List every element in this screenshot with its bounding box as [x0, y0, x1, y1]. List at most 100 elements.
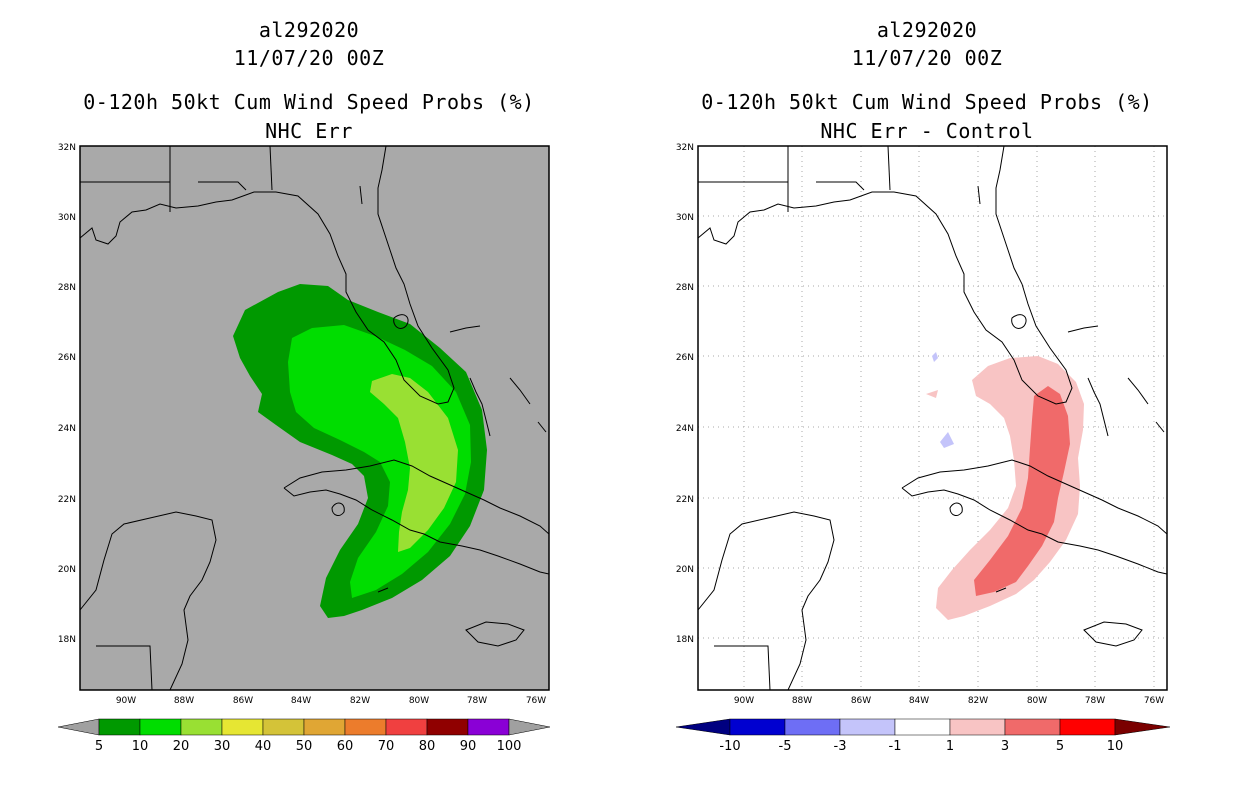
colorbar-swatch [344, 718, 387, 736]
product-title: 0-120h 50kt Cum Wind Speed Probs (%) [701, 90, 1153, 114]
colorbar-low-arrow [57, 718, 100, 736]
lon-label: 78W [467, 696, 487, 706]
diff-contour-pos-small [926, 390, 938, 398]
prob-contour-20 [370, 374, 458, 552]
lat-label: 32N [58, 143, 76, 153]
lat-label: 24N [676, 424, 694, 434]
map-frame [79, 145, 550, 691]
lat-label: 20N [676, 565, 694, 575]
colorbar-label: 40 [255, 739, 272, 754]
left-map-svg: 32N 30N 28N 26N 24N 22N 20N 18N 90W 88W … [57, 143, 551, 754]
lat-label: 30N [676, 213, 694, 223]
colorbar-label: -5 [779, 739, 792, 754]
lon-label: 84W [291, 696, 311, 706]
product-subtitle: NHC Err - Control [820, 119, 1034, 143]
colorbar-swatch [303, 718, 346, 736]
colorbar-label: 20 [173, 739, 190, 754]
lon-label: 76W [1144, 696, 1164, 706]
lon-label: 88W [792, 696, 812, 706]
right-map-svg: 32N 30N 28N 26N 24N 22N 20N 18N 90W 88W … [675, 143, 1171, 754]
colorbar-label: 3 [1001, 739, 1009, 754]
colorbar-label: 80 [419, 739, 436, 754]
lon-label: 82W [968, 696, 988, 706]
colorbar-high-arrow [1114, 718, 1171, 736]
diff-contour-neg-1 [940, 432, 954, 448]
colorbar-low-arrow [675, 718, 731, 736]
lat-label: 24N [58, 424, 76, 434]
colorbar-label: 5 [1056, 739, 1064, 754]
colorbar-swatch [221, 718, 264, 736]
lat-axis: 32N 30N 28N 26N 24N 22N 20N 18N [58, 143, 76, 645]
diff-contour-neg-2 [932, 352, 938, 362]
colorbar-swatch [467, 718, 510, 736]
lat-label: 18N [58, 635, 76, 645]
lat-label: 32N [676, 143, 694, 153]
lon-label: 86W [851, 696, 871, 706]
lon-axis: 90W 88W 86W 84W 82W 80W 78W 76W [734, 696, 1164, 706]
lon-label: 78W [1085, 696, 1105, 706]
lon-label: 90W [116, 696, 136, 706]
lat-label: 26N [58, 353, 76, 363]
colorbar-swatch [729, 718, 786, 736]
colorbar-label: 70 [378, 739, 395, 754]
lat-label: 30N [58, 213, 76, 223]
storm-id-title: al292020 [258, 18, 360, 42]
lat-label: 18N [676, 635, 694, 645]
colorbar-swatch [426, 718, 469, 736]
lat-axis: 32N 30N 28N 26N 24N 22N 20N 18N [676, 143, 694, 645]
colorbar-swatch [894, 718, 951, 736]
colorbar-swatch [98, 718, 141, 736]
lat-label: 28N [58, 283, 76, 293]
lat-label: 26N [676, 353, 694, 363]
colorbar-label: 30 [214, 739, 231, 754]
coastlines [80, 146, 549, 690]
colorbar-label: 10 [132, 739, 149, 754]
lon-label: 80W [1027, 696, 1047, 706]
lat-label: 22N [676, 495, 694, 505]
map-background [698, 146, 1167, 690]
lon-label: 84W [909, 696, 929, 706]
colorbar-swatch [1059, 718, 1116, 736]
colorbar-label: -3 [834, 739, 847, 754]
left-panel: al292020 11/07/20 00Z 0-120h 50kt Cum Wi… [57, 18, 551, 754]
lon-label: 82W [350, 696, 370, 706]
colorbar-label: 90 [460, 739, 477, 754]
colorbar-label: 5 [95, 739, 103, 754]
datetime-title: 11/07/20 00Z [233, 46, 385, 70]
colorbar-label: 50 [296, 739, 313, 754]
colorbar-swatch [180, 718, 223, 736]
colorbar-swatch [262, 718, 305, 736]
colorbar: 5 10 20 30 40 50 60 70 80 90 100 [57, 718, 551, 754]
colorbar-label: -10 [719, 739, 740, 754]
right-panel: al292020 11/07/20 00Z 0-120h 50kt Cum Wi… [618, 0, 1236, 800]
colorbar-swatch [839, 718, 896, 736]
coastlines [698, 146, 1167, 690]
map-frame [697, 145, 1168, 691]
product-title: 0-120h 50kt Cum Wind Speed Probs (%) [83, 90, 535, 114]
lon-label: 88W [174, 696, 194, 706]
colorbar-high-arrow [508, 718, 551, 736]
colorbar-label: -1 [889, 739, 902, 754]
colorbar-swatch [949, 718, 1006, 736]
lon-label: 86W [233, 696, 253, 706]
product-subtitle: NHC Err [265, 119, 353, 143]
colorbar-swatch [385, 718, 428, 736]
colorbar: -10 -5 -3 -1 1 3 5 10 [675, 718, 1171, 754]
colorbar-swatch [139, 718, 182, 736]
colorbar-label: 10 [1107, 739, 1124, 754]
colorbar-label: 1 [946, 739, 954, 754]
lon-label: 80W [409, 696, 429, 706]
storm-id-title: al292020 [876, 18, 978, 42]
lon-axis: 90W 88W 86W 84W 82W 80W 78W 76W [116, 696, 546, 706]
colorbar-swatch [1004, 718, 1061, 736]
colorbar-label: 60 [337, 739, 354, 754]
colorbar-swatch [784, 718, 841, 736]
gridlines [698, 146, 1167, 690]
diff-contour-3-5 [974, 386, 1070, 596]
lat-label: 28N [676, 283, 694, 293]
lon-label: 76W [526, 696, 546, 706]
colorbar-label: 100 [497, 739, 522, 754]
lat-label: 20N [58, 565, 76, 575]
datetime-title: 11/07/20 00Z [851, 46, 1003, 70]
lat-label: 22N [58, 495, 76, 505]
